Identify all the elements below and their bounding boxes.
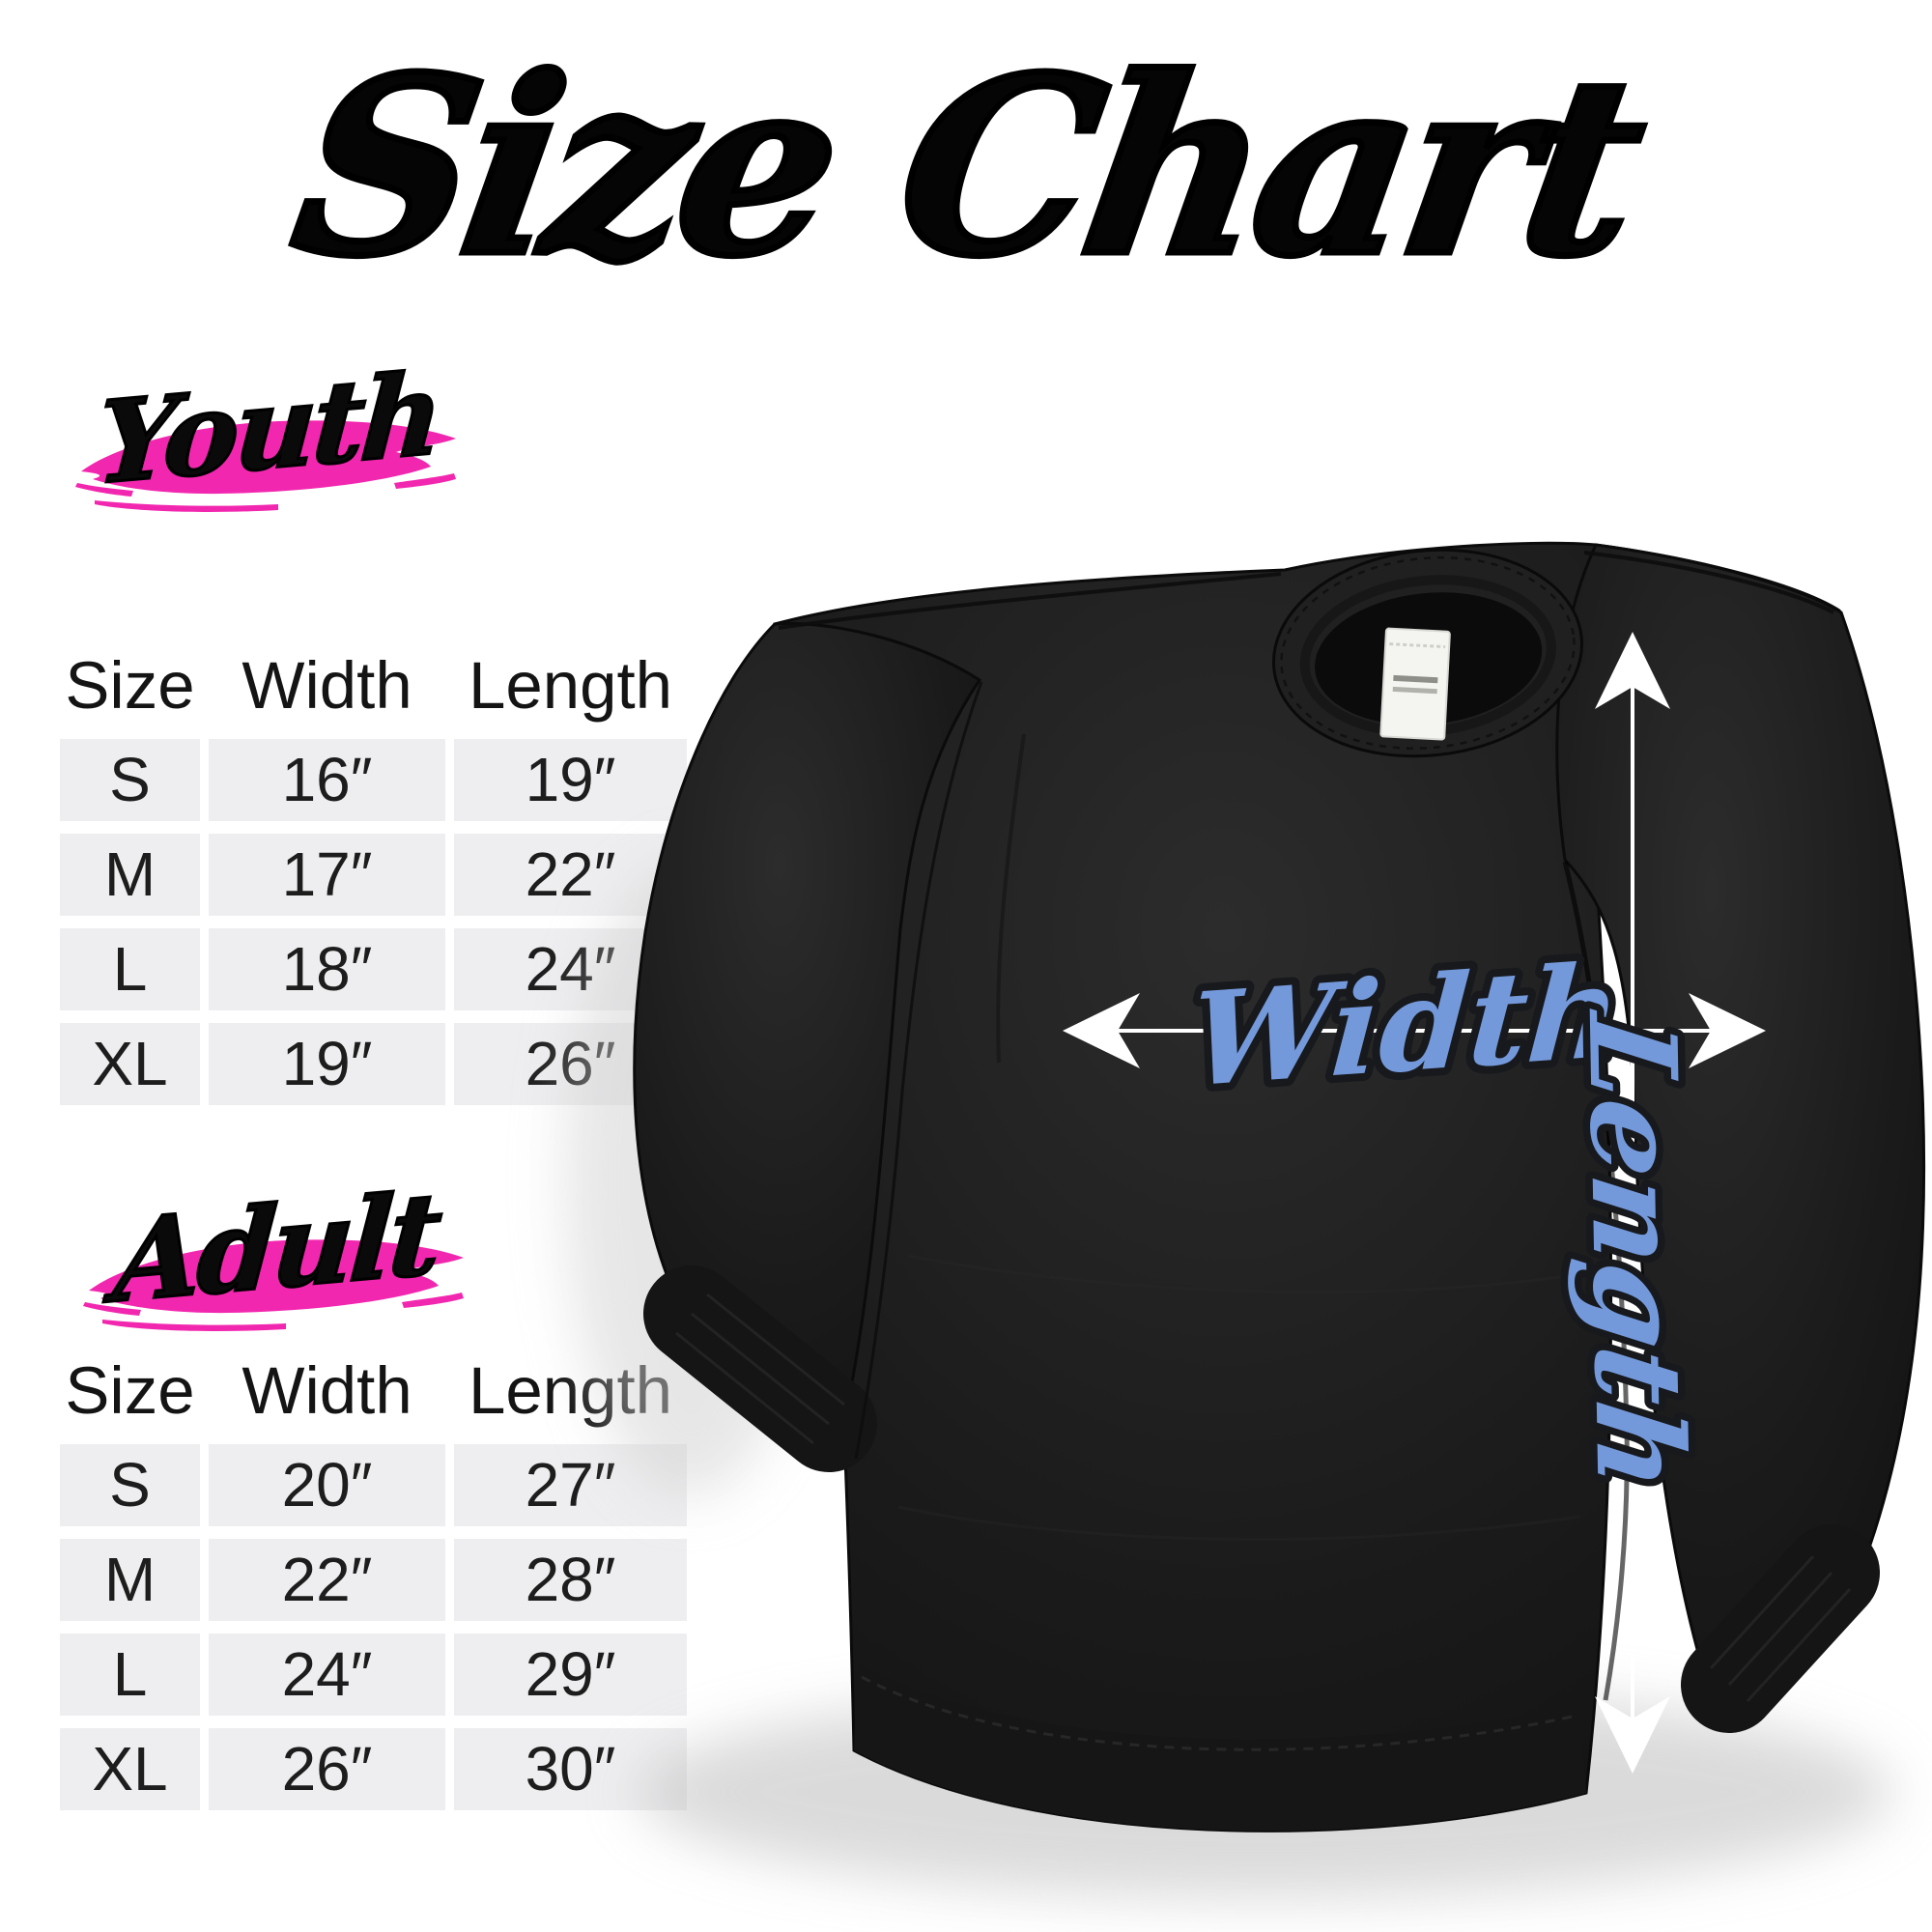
column-header: Length [468, 648, 673, 723]
table-cell: M [60, 834, 200, 916]
table-cell: L [60, 1634, 200, 1716]
table-cell: S [60, 1444, 200, 1526]
table-cell: 24″ [209, 1634, 445, 1716]
length-label: Length [1561, 1005, 1710, 1498]
table-cell: 26″ [209, 1728, 445, 1810]
brush-streak-left [83, 1302, 141, 1316]
fabric-crease [907, 1254, 1576, 1293]
shoulder-seam-left [778, 572, 1282, 630]
adult-heading: Adult [83, 1166, 469, 1331]
tag-print-line [1393, 674, 1438, 684]
table-cell: 19″ [209, 1023, 445, 1105]
armhole-seam-right [1562, 861, 1630, 1701]
brush-streak-right [394, 473, 456, 489]
table-cell: M [60, 1539, 200, 1621]
table-cell: 20″ [209, 1444, 445, 1526]
fabric-crease [996, 733, 1026, 1064]
armhole-seam-left [854, 681, 983, 1460]
column-header: Width [242, 1353, 412, 1428]
sweatshirt-hem-band [854, 1663, 1586, 1832]
adult-brush-stroke [83, 1239, 464, 1331]
shoulder-seam-right [1583, 551, 1834, 614]
right-cuff-rib [1746, 1587, 1852, 1703]
width-label: Width [1186, 935, 1626, 1116]
neck-tag [1379, 627, 1451, 741]
tag-body [1379, 627, 1451, 741]
table-cell: 16″ [209, 739, 445, 821]
tag-stitch [1389, 642, 1446, 649]
table-cell: XL [60, 1728, 200, 1810]
table-cell: XL [60, 1023, 200, 1105]
table-cell: 29″ [454, 1634, 687, 1716]
brush-main [89, 1239, 464, 1314]
column-header: Size [65, 1353, 195, 1428]
brush-streak-bottom [102, 1320, 286, 1331]
left-cuff-rib [675, 1331, 814, 1445]
width-arrowhead-left [1063, 993, 1140, 1068]
table-cell: 19″ [454, 739, 687, 821]
fabric-crease [897, 1505, 1581, 1541]
right-cuff-rib [1727, 1571, 1833, 1687]
table-cell: 28″ [454, 1539, 687, 1621]
length-arrowhead-top [1595, 632, 1670, 709]
table-cell: 22″ [209, 1539, 445, 1621]
youth-size-table: Size Width Length S 16″ 19″ M 17″ 22″ L … [60, 645, 687, 1105]
brush-streak-bottom [95, 500, 278, 512]
youth-heading: Youth [75, 346, 462, 512]
tag-print-line [1392, 686, 1437, 695]
brush-streak-right [402, 1293, 464, 1308]
adult-size-table: Size Width Length S 20″ 27″ M 22″ 28″ L … [60, 1350, 687, 1810]
left-cuff-rib [691, 1312, 830, 1426]
brush-main [81, 420, 456, 495]
table-cell: S [60, 739, 200, 821]
length-arrowhead-bottom [1595, 1696, 1670, 1774]
sweatshirt-left-sleeve [633, 622, 982, 1433]
table-cell: 17″ [209, 834, 445, 916]
table-cell: L [60, 928, 200, 1010]
column-header: Width [242, 648, 412, 723]
width-arrowhead-right [1689, 993, 1766, 1068]
measure-arrows [1063, 632, 1766, 1774]
brush-streak-left [75, 483, 133, 497]
right-cuff-rib [1709, 1554, 1815, 1670]
collar-stitching [1280, 556, 1576, 750]
youth-brush-stroke [75, 420, 456, 512]
left-cuff-rib [706, 1293, 845, 1406]
column-header: Size [65, 648, 195, 723]
table-cell: 18″ [209, 928, 445, 1010]
